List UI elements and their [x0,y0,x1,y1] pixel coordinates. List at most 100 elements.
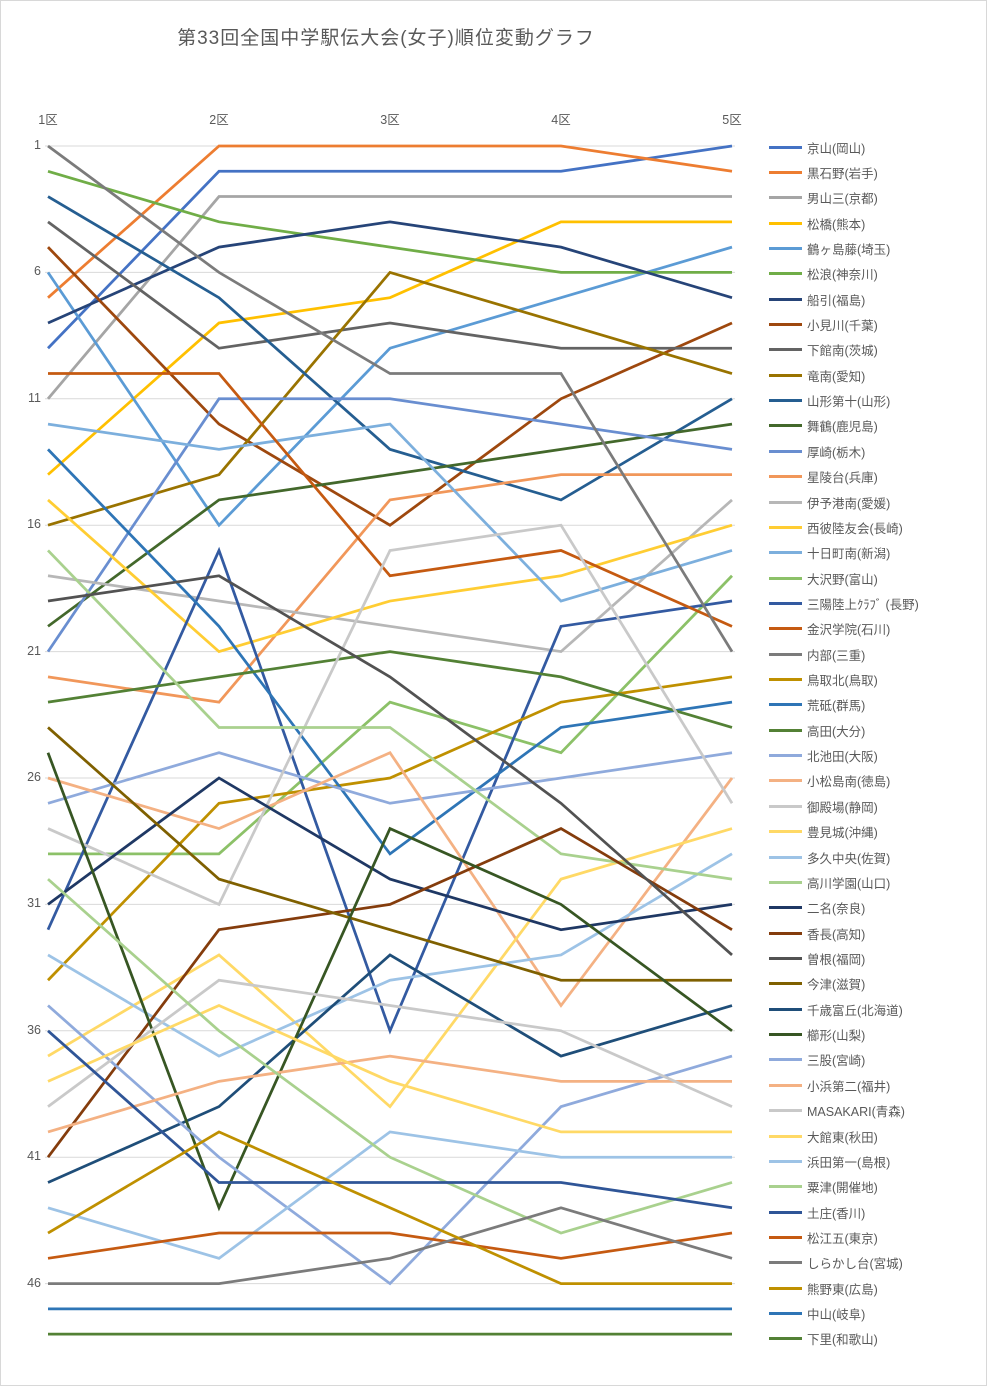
legend-item-黒石野(岩手): 黒石野(岩手) [769,164,985,181]
legend-line-swatch [769,678,802,682]
legend-item-小浜第二(福井): 小浜第二(福井) [769,1077,985,1094]
legend-item-舞鶴(鹿児島): 舞鶴(鹿児島) [769,418,985,434]
series-line-香長(高知) [46,827,733,1159]
series-line-内部(三重) [47,144,734,653]
legend-label: 京山(岡山) [807,141,866,156]
legend-line-swatch [769,399,802,403]
y-axis-label-26: 26 [27,770,41,784]
legend-label: 小松島南(徳島) [807,775,891,790]
legend-label: 高川学園(山口) [807,876,891,891]
y-axis-label-36: 36 [27,1022,41,1037]
legend-label: 大館東(秋田) [807,1130,878,1145]
legend-label: 鶴ヶ島藤(埼玉) [807,242,891,257]
legend-item-大沢野(富山): 大沢野(富山) [769,570,985,587]
legend-label: 豊見城(沖縄) [807,826,878,841]
legend-item-鳥取北(鳥取): 鳥取北(鳥取) [769,672,985,688]
legend-line-swatch [769,551,802,555]
legend-label: 内部(三重) [807,648,866,663]
legend-item-御殿場(静岡): 御殿場(静岡) [769,798,985,815]
legend-label: 下里(和歌山) [807,1333,878,1348]
legend-item-船引(福島): 船引(福島) [769,291,985,308]
series-line-松浪(神奈川) [47,169,732,274]
legend-line-swatch [769,1134,802,1138]
legend-label: 御殿場(静岡) [807,800,878,815]
y-axis-label-41: 41 [27,1149,41,1164]
legend-label: 山形第十(山形) [807,395,891,410]
legend-item-星陵台(兵庫): 星陵台(兵庫) [769,469,985,485]
legend-line-swatch [769,652,802,656]
legend-line-swatch [769,1058,802,1062]
legend-line-swatch [769,170,802,174]
legend-item-豊見城(沖縄): 豊見城(沖縄) [769,824,985,840]
legend-label: 櫛形(山梨) [807,1029,866,1044]
legend-item-粟津(開催地): 粟津(開催地) [769,1179,985,1195]
legend-line-swatch [769,982,802,986]
y-axis-label-31: 31 [27,896,41,911]
legend-item-北池田(大阪): 北池田(大阪) [769,748,985,764]
y-axis-label-1: 1 [34,138,41,152]
series-line-千歳富丘(北海道) [47,953,733,1184]
x-axis-label-3区: 3区 [380,113,400,127]
legend-line-swatch [769,728,802,732]
legend-item-今津(滋賀): 今津(滋賀) [769,976,985,992]
legend-line-swatch [769,1033,802,1037]
legend-label: 粟津(開催地) [807,1181,878,1196]
series-line-MASAKARI(青森) [47,978,733,1108]
series-line-三陽陸上ｸﾗﾌﾞ (長野) [46,546,733,1035]
series-line-小見川(千葉) [47,246,733,527]
legend-line-swatch [769,297,802,301]
legend-line-swatch [769,500,802,504]
legend-label: 土庄(香川) [807,1206,866,1221]
legend-line-swatch [769,627,802,631]
y-axis-label-11: 11 [28,390,41,405]
legend-item-千歳富丘(北海道): 千歳富丘(北海道) [769,1001,985,1018]
legend-line-swatch [769,1337,802,1341]
legend-line-swatch [769,373,802,377]
legend-label: 十日町南(新潟) [807,547,891,562]
legend-item-高川学園(山口): 高川学園(山口) [769,874,985,891]
legend-label: 北池田(大阪) [807,750,878,765]
y-axis-label-21: 21 [27,643,41,658]
legend-line-swatch [769,779,802,783]
legend-label: 舞鶴(鹿児島) [807,420,878,435]
legend-item-しらかし台(宮城): しらかし台(宮城) [769,1255,985,1271]
series-line-三股(宮崎) [47,1004,733,1286]
series-line-熊野東(広島) [47,1130,732,1285]
y-axis-label-16: 16 [27,517,41,532]
legend-line-swatch [769,1007,802,1011]
series-line-大館東(秋田) [47,1004,732,1134]
y-axis-label-6: 6 [34,264,41,279]
legend-label: 三股(宮崎) [807,1054,866,1069]
legend-item-内部(三重): 内部(三重) [769,646,985,663]
legend-line-swatch [769,957,802,960]
legend-label: 伊予港南(愛媛) [807,496,891,511]
series-line-黒石野(岩手) [47,144,733,299]
series-line-二名(奈良) [47,776,733,932]
legend-line-swatch [769,576,802,580]
legend-item-荒砥(群馬): 荒砥(群馬) [769,697,985,713]
legend-line-swatch [769,880,802,884]
legend-line-swatch [769,931,802,935]
legend-label: 小見川(千葉) [807,319,878,334]
legend-line-swatch [769,1235,802,1239]
legend-line-swatch [769,1083,802,1087]
series-line-西彼陸友会(長崎) [47,498,733,654]
series-line-小浜第二(福井) [47,1054,732,1134]
legend-line-swatch [769,1286,802,1290]
chart-title: 第33回全国中学駅伝大会(女子)順位変動グラフ [177,28,595,49]
legend-line-swatch [769,246,802,250]
legend-label: 三陽陸上ｸﾗﾌﾞ (長野) [807,597,919,612]
legend-label: 鳥取北(鳥取) [807,674,878,689]
legend-item-竜南(愛知): 竜南(愛知) [769,367,985,384]
legend-line-swatch [769,323,802,327]
legend-label: 船引(福島) [807,293,866,308]
legend-item-西彼陸友会(長崎): 西彼陸友会(長崎) [769,519,985,536]
legend-item-多久中央(佐賀): 多久中央(佐賀) [769,849,985,866]
x-axis-label-4区: 4区 [551,113,571,127]
legend-line-swatch [769,703,802,707]
series-line-曽根(福岡) [47,574,733,956]
series-line-金沢学院(石川) [48,372,733,628]
legend-label: 下館南(茨城) [807,344,878,359]
